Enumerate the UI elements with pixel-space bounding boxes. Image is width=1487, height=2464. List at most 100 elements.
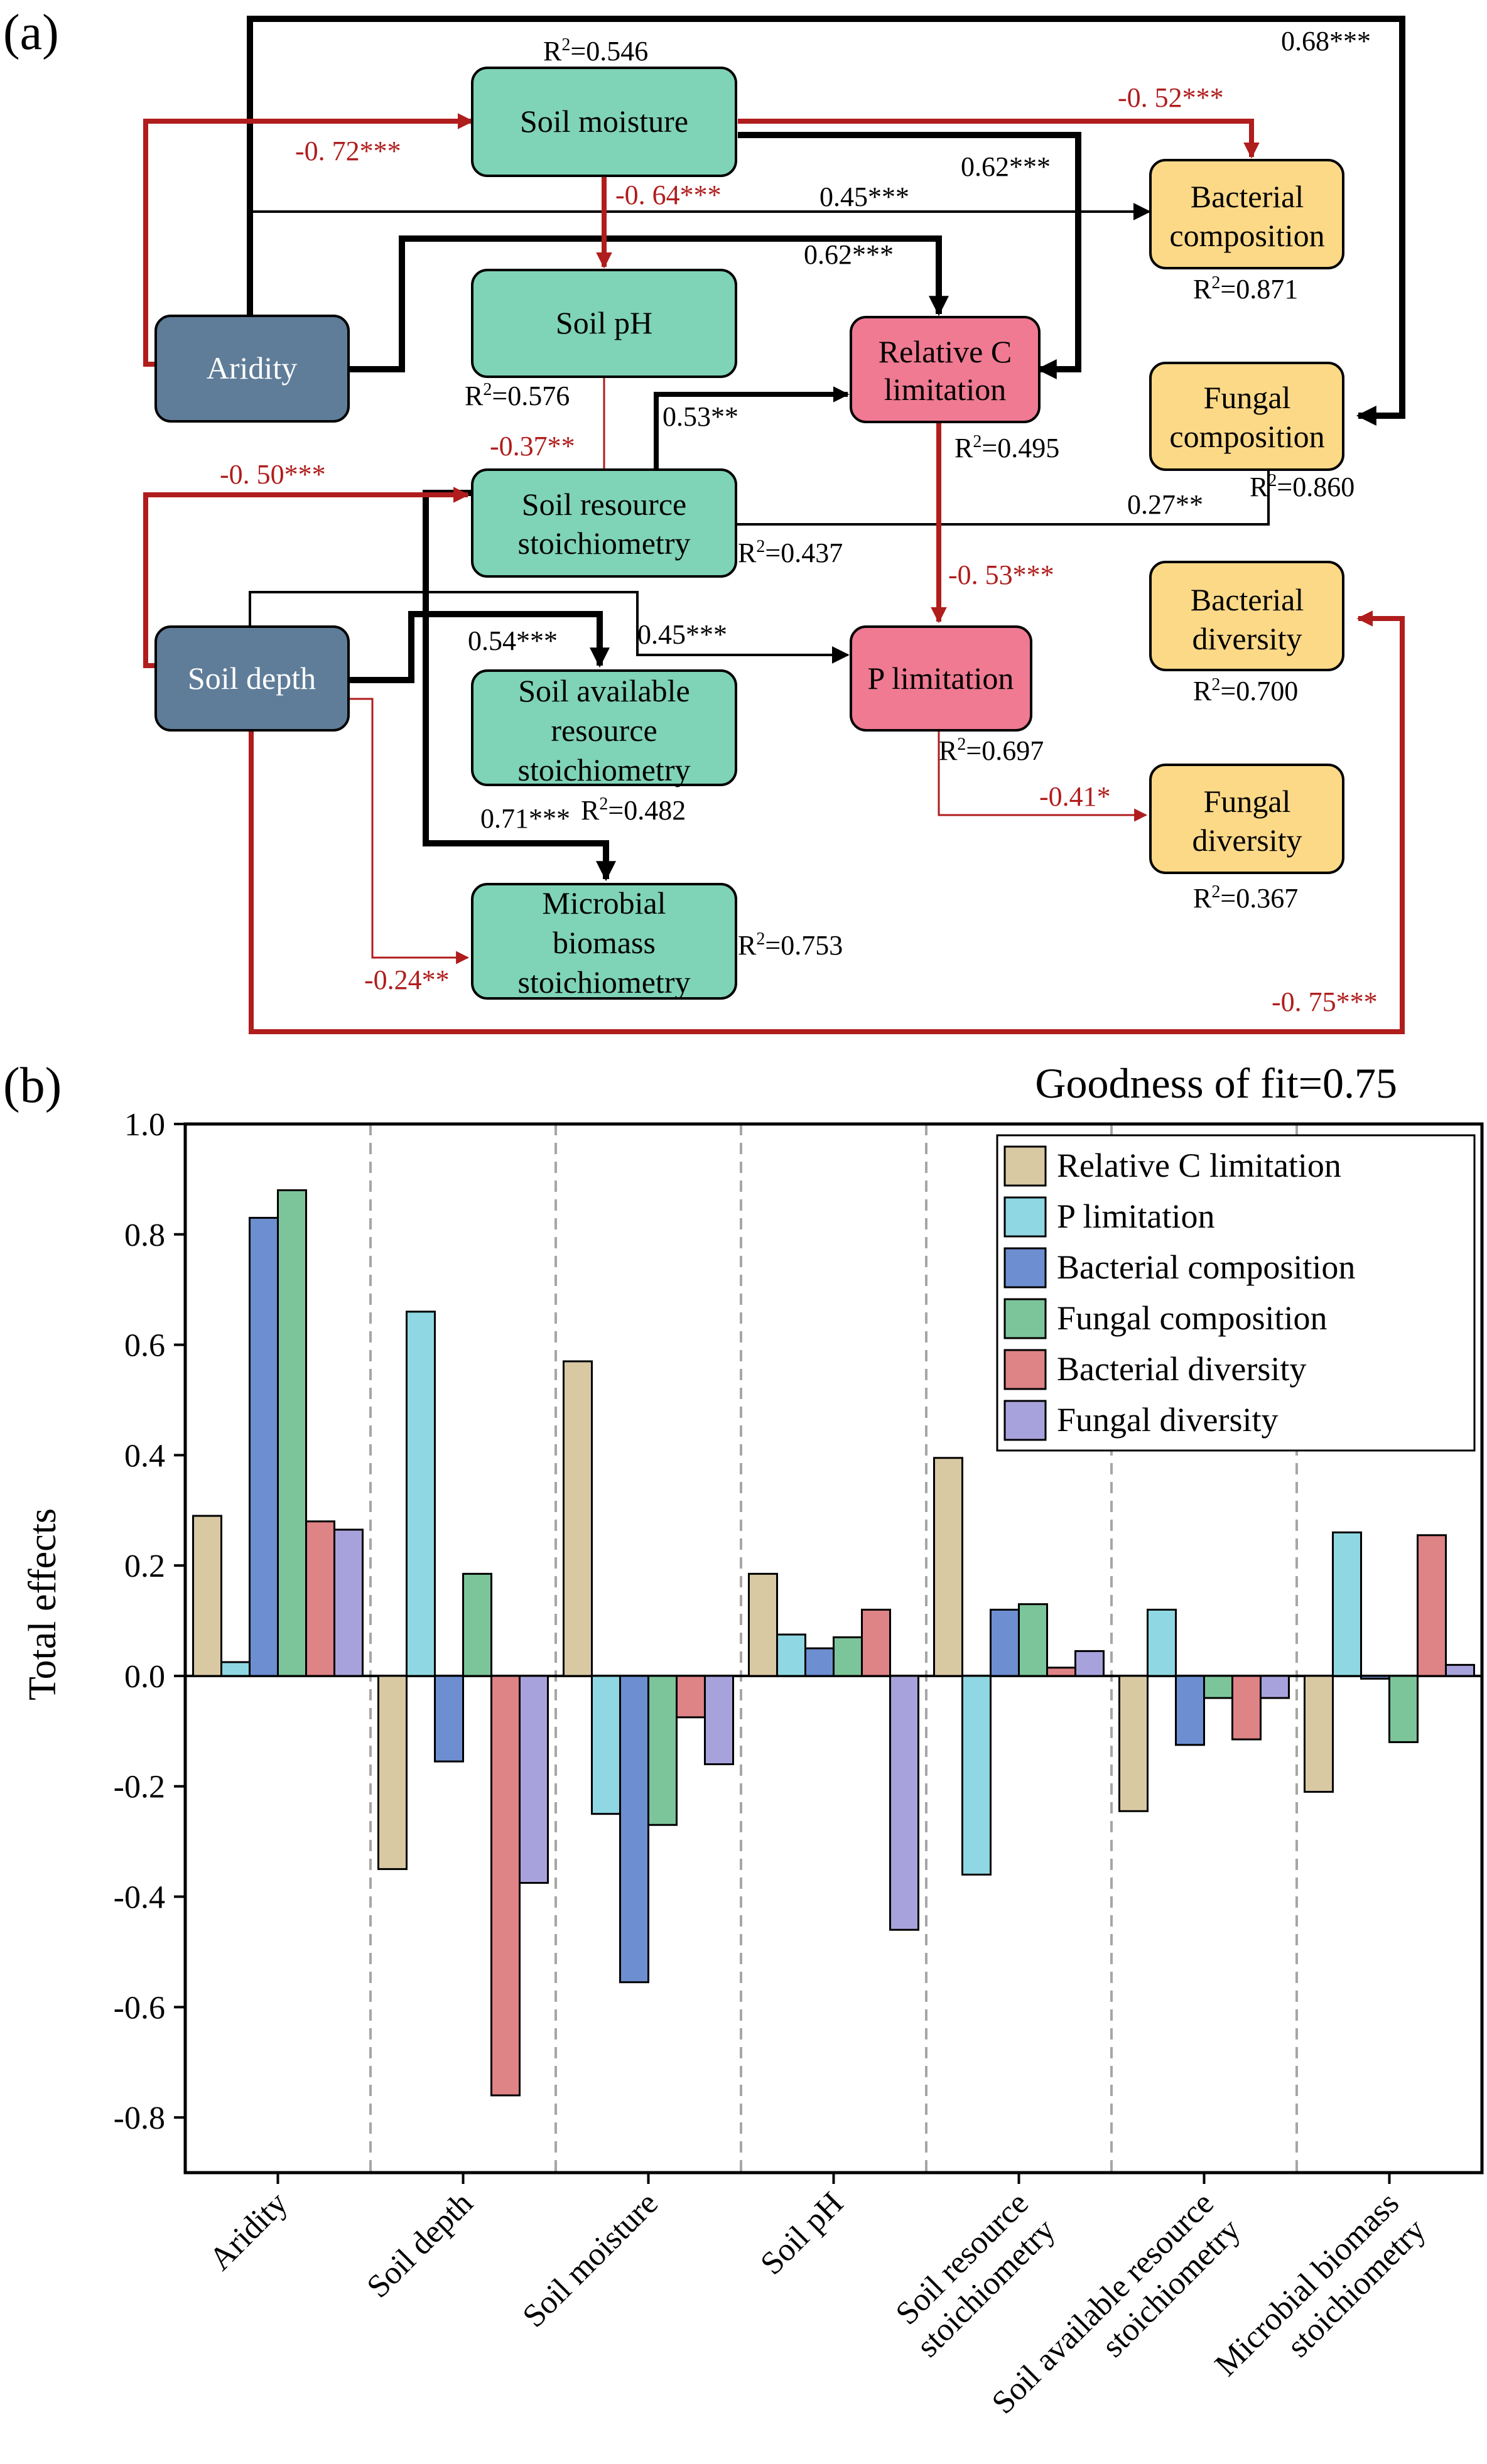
panel-b: (b) Goodness of fit=0.75 Total effects 1… xyxy=(3,1058,1484,2421)
bar-bacterial-diversity xyxy=(305,1520,335,1677)
bar-bacterial-composition xyxy=(804,1647,835,1677)
bar-fungal-diversity xyxy=(704,1675,734,1766)
node-microbial-label-1: Microbial xyxy=(542,885,666,921)
node-soil-resource-stoichiometry: Soil resource stoichiometry xyxy=(471,468,737,578)
node-soil-depth-box xyxy=(154,625,350,732)
x-tick-label: Aridity xyxy=(202,2185,295,2278)
goodness-of-fit: Goodness of fit=0.75 xyxy=(1035,1059,1397,1107)
path-soil-moisture-to-bacterial-composition xyxy=(738,119,1260,159)
node-microbial-biomass-stoichiometry: Microbial biomass stoichiometry xyxy=(471,883,737,1000)
r2-labels: R2=0.546 R2=0.576 R2=0.437 R2=0.482 R2=0… xyxy=(465,35,1355,961)
node-microbial-box xyxy=(471,883,737,1000)
bar-relative-c-limitation xyxy=(1304,1675,1334,1793)
legend-swatch xyxy=(1003,1196,1047,1238)
node-p-limitation-box xyxy=(850,625,1032,732)
x-tick-label-line: Soil moisture xyxy=(516,2185,665,2334)
path-soil-depth-to-soil-available xyxy=(349,611,610,683)
bar-bacterial-diversity xyxy=(861,1608,891,1677)
node-fungal-composition: Fungal composition xyxy=(1149,362,1344,471)
node-microbial-label-2: biomass xyxy=(553,925,656,960)
y-tick-label: -0.2 xyxy=(114,1770,165,1805)
path-soil-moisture-to-relative-c xyxy=(738,132,1081,380)
path-soil-depth-to-soil-resource xyxy=(143,487,470,668)
path-aridity-to-soil-moisture xyxy=(143,113,474,367)
node-bacterial-diversity-label-2: diversity xyxy=(1192,621,1302,656)
legend-label: Bacterial composition xyxy=(1057,1248,1355,1286)
y-tick-label: -0.4 xyxy=(114,1880,165,1916)
path-diagram-arrows xyxy=(143,16,1405,1034)
node-fungal-diversity-box xyxy=(1149,764,1344,874)
node-soil-moisture: Soil moisture xyxy=(471,67,737,177)
legend-label: Fungal diversity xyxy=(1057,1401,1278,1439)
path-soil-depth-to-p-limitation xyxy=(249,591,850,664)
bar-bacterial-diversity xyxy=(1417,1534,1447,1677)
node-fungal-composition-label-1: Fungal xyxy=(1204,380,1291,415)
x-tick-label: Soil moisture xyxy=(516,2185,665,2334)
panel-a-label: (a) xyxy=(3,5,59,60)
bar-relative-c-limitation xyxy=(377,1675,408,1871)
bar-relative-c-limitation xyxy=(748,1572,778,1677)
bar-bacterial-composition xyxy=(249,1216,279,1677)
coef-soil-depth-bacterial-div: -0. 75*** xyxy=(1272,986,1378,1017)
node-bacterial-diversity-box xyxy=(1149,561,1344,671)
y-tick-label: 0.8 xyxy=(124,1218,165,1253)
bar-relative-c-limitation xyxy=(1118,1675,1149,1812)
panel-a: (a) Aridity xyxy=(3,5,1405,1034)
path-aridity-to-fungal-composition xyxy=(247,16,1405,426)
node-soil-available-box xyxy=(471,669,737,786)
legend-swatch xyxy=(1003,1400,1047,1441)
bar-fungal-composition xyxy=(833,1636,863,1677)
legend-label: Bacterial diversity xyxy=(1057,1350,1306,1388)
node-soil-depth: Soil depth xyxy=(154,625,350,732)
x-tick-label-line: Aridity xyxy=(202,2185,295,2278)
y-tick-label: -0.8 xyxy=(114,2100,165,2136)
legend-label: Relative C limitation xyxy=(1057,1147,1341,1184)
node-bacterial-composition-box xyxy=(1149,159,1344,269)
coef-soil-depth-soil-resource: -0. 50*** xyxy=(220,459,326,490)
bar-p-limitation xyxy=(776,1633,806,1677)
bar-fungal-composition xyxy=(462,1572,492,1677)
coef-aridity-soil-moisture: -0. 72*** xyxy=(295,136,401,166)
legend-swatch xyxy=(1003,1247,1047,1289)
bar-bacterial-composition xyxy=(1360,1675,1390,1680)
bar-bacterial-diversity xyxy=(676,1675,706,1719)
r2-relative-c: R2=0.495 xyxy=(954,432,1059,463)
r2-soil-moisture: R2=0.546 xyxy=(543,35,648,67)
node-p-limitation: P limitation xyxy=(850,625,1032,732)
node-soil-available-resource-stoichiometry: Soil available resource stoichiometry xyxy=(471,669,737,787)
bar-bacterial-diversity xyxy=(1231,1675,1262,1741)
legend-swatch xyxy=(1003,1298,1047,1339)
bar-p-limitation xyxy=(1147,1608,1177,1677)
bar-p-limitation xyxy=(1332,1531,1362,1677)
node-soil-resource-label-1: Soil resource xyxy=(522,487,686,522)
node-bacterial-diversity-label-1: Bacterial xyxy=(1191,582,1304,617)
coef-p-limitation-fungal-div: -0.41* xyxy=(1039,781,1111,812)
path-soil-resource-to-fungal-composition xyxy=(736,458,1270,526)
bar-fungal-composition xyxy=(1018,1603,1048,1677)
legend-swatch xyxy=(1003,1349,1047,1390)
bar-fungal-diversity xyxy=(333,1528,364,1677)
node-bacterial-composition: Bacterial composition xyxy=(1149,159,1344,269)
node-relative-c-label-2: limitation xyxy=(884,372,1006,407)
y-tick-label: 0.6 xyxy=(124,1328,165,1364)
coef-rel-c-p-limitation: -0. 53*** xyxy=(948,559,1054,590)
coef-soil-resource-microbial: 0.71*** xyxy=(480,803,570,834)
r2-microbial: R2=0.753 xyxy=(738,929,843,961)
coef-soil-ph-soil-resource: -0.37** xyxy=(490,431,575,462)
bar-bacterial-composition xyxy=(434,1675,464,1763)
node-soil-moisture-label: Soil moisture xyxy=(520,104,688,139)
node-soil-ph-label: Soil pH xyxy=(556,305,652,340)
bar-bacterial-composition xyxy=(990,1608,1020,1677)
coef-soil-moisture-bacterial-comp: -0. 52*** xyxy=(1118,82,1224,113)
node-fungal-diversity: Fungal diversity xyxy=(1149,764,1344,874)
bar-fungal-diversity xyxy=(1445,1663,1475,1677)
bar-p-limitation xyxy=(220,1661,251,1677)
bar-relative-c-limitation xyxy=(933,1457,963,1677)
bar-p-limitation xyxy=(961,1675,992,1876)
coef-soil-moisture-soil-ph: -0. 64*** xyxy=(615,180,722,210)
bar-fungal-diversity xyxy=(1260,1675,1290,1699)
node-p-limitation-label: P limitation xyxy=(868,661,1014,696)
coef-soil-depth-soil-available: 0.54*** xyxy=(468,625,558,656)
legend-swatch xyxy=(1003,1145,1047,1187)
node-soil-resource-box xyxy=(471,468,737,578)
